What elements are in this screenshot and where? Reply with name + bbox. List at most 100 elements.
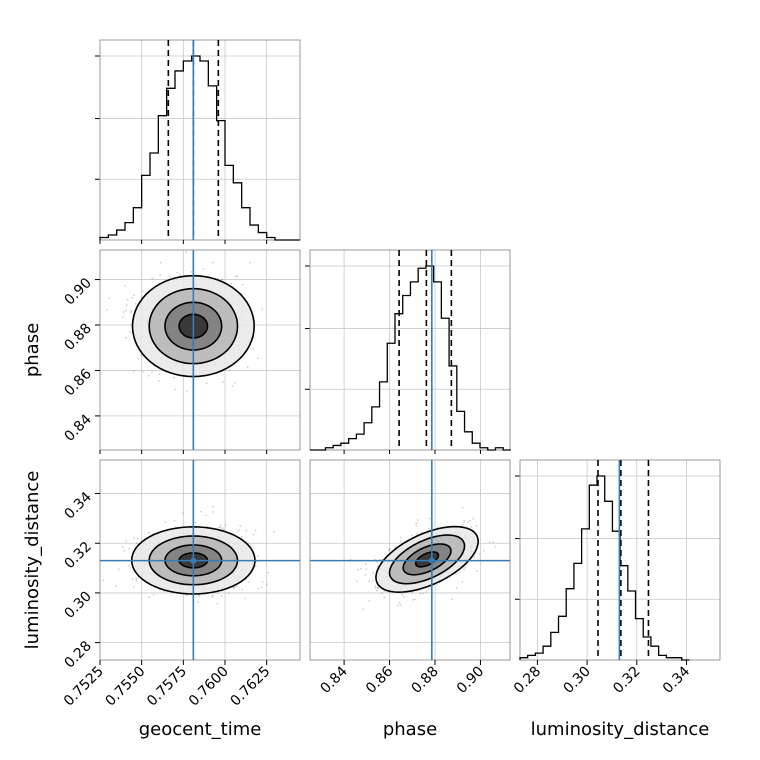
sample-point	[455, 587, 458, 589]
sample-point	[492, 541, 494, 544]
panel-1-0-frame	[99, 249, 301, 451]
histogram-luminosity_distance	[519, 460, 690, 661]
sample-point	[472, 518, 474, 520]
sample-point	[151, 371, 153, 373]
x-tick-label: 0.7550	[103, 664, 149, 710]
x-tick-label: 0.88	[408, 664, 441, 697]
sample-point	[388, 547, 391, 550]
sample-point	[425, 591, 428, 593]
sample-point	[455, 573, 457, 576]
sample-point	[151, 277, 154, 280]
sample-point	[134, 302, 137, 305]
sample-point	[415, 522, 418, 525]
x-tick-label: 0.7625	[228, 664, 274, 710]
sample-point	[135, 577, 138, 580]
sample-point	[410, 534, 413, 537]
density-fill-level-1	[415, 551, 439, 567]
sample-point	[106, 308, 109, 311]
sample-point	[147, 374, 150, 377]
y-axis-label-phase: phase	[22, 323, 43, 377]
sample-point	[273, 530, 276, 533]
sample-point	[219, 526, 221, 529]
sample-point	[238, 529, 241, 531]
x-tick-label: 0.84	[318, 663, 351, 696]
sample-point	[159, 261, 162, 264]
truth-marker	[190, 557, 197, 564]
sample-point	[129, 331, 131, 333]
sample-point	[140, 353, 143, 356]
histogram-geocent_time	[99, 40, 300, 241]
x-axis-label-luminosity-distance: luminosity_distance	[531, 719, 710, 740]
sample-point	[211, 596, 214, 598]
sample-point	[130, 310, 133, 312]
sample-point	[463, 519, 465, 522]
sample-point	[125, 304, 128, 307]
sample-point	[115, 585, 118, 588]
sample-point	[374, 587, 377, 589]
sample-point	[190, 271, 193, 273]
sample-point	[224, 523, 227, 526]
sample-point	[118, 568, 120, 571]
sample-point	[376, 565, 379, 568]
panel-0-0-grid	[95, 40, 300, 240]
sample-point	[362, 608, 365, 611]
sample-point	[261, 581, 264, 583]
sample-point	[241, 283, 244, 286]
sample-point	[234, 585, 236, 588]
sample-point	[228, 592, 230, 594]
x-tick-label: 0.86	[363, 663, 396, 696]
y-tick-label: 0.28	[61, 638, 94, 671]
sample-point	[236, 585, 239, 588]
sample-point	[376, 561, 379, 564]
sample-point	[376, 587, 379, 589]
sample-point	[218, 526, 221, 529]
sample-point	[467, 521, 469, 524]
sample-point	[388, 548, 391, 551]
sample-point	[399, 604, 402, 606]
sample-point	[159, 274, 162, 277]
y-tick-label: 0.34	[61, 489, 94, 522]
sample-point	[124, 309, 127, 312]
sample-point	[236, 530, 239, 533]
sample-point	[181, 512, 184, 515]
sample-point	[470, 526, 473, 529]
sample-point	[221, 527, 224, 530]
sample-point	[133, 537, 136, 540]
sample-point	[420, 531, 423, 534]
sample-point	[220, 594, 223, 597]
contour-level-3	[148, 287, 239, 365]
sample-point	[221, 278, 224, 281]
sample-point	[421, 592, 424, 595]
x-tick-label: 0.7525	[61, 664, 107, 710]
sample-point	[164, 521, 167, 523]
sample-point	[185, 390, 188, 392]
sample-point	[240, 536, 243, 538]
sample-point	[252, 348, 255, 351]
sample-point	[376, 589, 378, 592]
sample-point	[137, 357, 140, 360]
sample-point	[257, 588, 260, 590]
x-tick-label: 0.34	[660, 663, 693, 696]
sample-point	[365, 568, 367, 571]
sample-point	[357, 568, 360, 571]
sample-point	[173, 520, 176, 522]
contour-level-1	[178, 313, 209, 339]
y-axis-label-luminosity-distance: luminosity_distance	[22, 471, 43, 650]
sample-point	[397, 604, 400, 607]
sample-point	[142, 370, 145, 373]
sample-point	[368, 600, 370, 602]
sample-point	[232, 587, 235, 590]
sample-point	[462, 506, 464, 509]
sample-point	[128, 548, 131, 550]
sample-point	[415, 524, 417, 527]
sample-point	[168, 275, 171, 278]
sample-point	[403, 595, 405, 598]
x-tick-label: 0.7600	[186, 664, 232, 710]
sample-point	[133, 586, 135, 588]
sample-point	[137, 537, 139, 540]
sample-point	[475, 525, 478, 527]
sample-point	[383, 596, 386, 599]
sample-point	[463, 568, 466, 570]
sample-point	[152, 593, 155, 596]
